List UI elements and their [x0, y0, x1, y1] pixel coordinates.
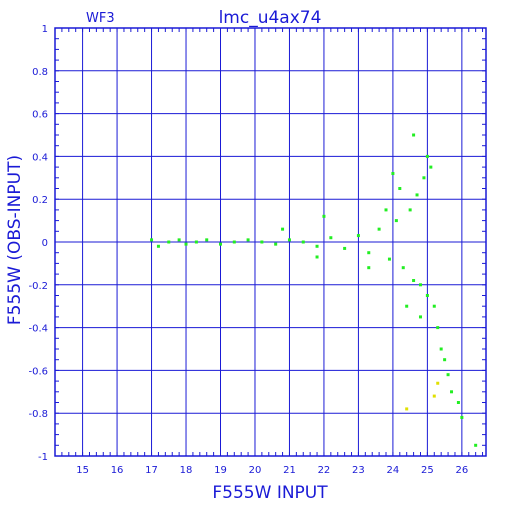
data-point [394, 219, 398, 223]
data-point [436, 326, 440, 330]
data-point [401, 266, 405, 270]
data-point [246, 238, 250, 242]
data-point [398, 187, 402, 190]
x-tick-label: 16 [111, 465, 124, 476]
data-points [150, 133, 478, 447]
y-tick-label: 0.2 [32, 195, 48, 206]
data-point [194, 240, 198, 244]
data-point [287, 238, 291, 242]
y-tick-label: -0.4 [28, 324, 48, 335]
data-point [425, 154, 429, 158]
data-point [418, 283, 422, 287]
data-point [412, 279, 416, 283]
data-point [377, 227, 381, 231]
data-point [405, 304, 409, 308]
data-point [412, 133, 416, 137]
y-tick-label: 0.6 [32, 110, 48, 121]
x-tick-label: 22 [318, 465, 331, 476]
x-tick-label: 25 [421, 465, 434, 476]
data-point [205, 238, 209, 242]
x-axis-ticks: 15 16 17 18 19 20 21 22 23 24 25 26 [54, 28, 484, 476]
data-point [150, 238, 154, 242]
data-point [260, 240, 264, 244]
data-point [367, 251, 371, 255]
data-point [425, 294, 429, 297]
data-point [429, 165, 433, 169]
y-tick-label: 1 [42, 24, 48, 35]
y-tick-label: -1 [38, 452, 48, 463]
x-tick-label: 20 [249, 465, 262, 476]
outlier-point [436, 381, 440, 385]
x-tick-label: 19 [214, 465, 227, 476]
data-point [301, 240, 305, 244]
data-point [184, 242, 188, 246]
data-point [322, 214, 326, 218]
y-tick-label: 0.8 [32, 67, 48, 78]
y-tick-label: -0.6 [28, 366, 48, 377]
data-point [474, 443, 478, 447]
data-point [367, 266, 371, 270]
data-point [415, 193, 419, 197]
data-point [422, 176, 426, 180]
data-point [343, 246, 347, 250]
x-tick-label: 21 [283, 465, 296, 476]
data-point [443, 358, 447, 362]
data-point [281, 227, 285, 231]
data-point [408, 208, 412, 212]
data-point [219, 242, 223, 246]
data-point [387, 257, 391, 261]
data-point [315, 244, 319, 248]
panel-label: WF3 [86, 11, 115, 26]
data-point [391, 172, 395, 176]
data-point [446, 373, 450, 377]
chart-title: lmc_u4ax74 [219, 8, 322, 28]
data-point [315, 255, 319, 259]
data-point [167, 240, 171, 244]
x-tick-label: 17 [145, 465, 158, 476]
outlier-point [405, 407, 409, 411]
data-point [232, 240, 236, 244]
data-point [274, 242, 278, 246]
data-point [156, 244, 160, 248]
y-axis-ticks: -1 -0.8 -0.6 -0.4 -0.2 0 0.2 0.4 0.6 0.8 1 [28, 24, 486, 463]
grid [55, 27, 486, 457]
y-tick-label: -0.8 [28, 409, 48, 420]
data-point [356, 234, 360, 238]
x-tick-label: 15 [76, 465, 89, 476]
x-tick-label: 24 [387, 465, 400, 476]
x-tick-label: 26 [455, 465, 468, 476]
y-tick-label: 0.4 [32, 152, 48, 163]
y-tick-label: 0 [42, 238, 48, 249]
x-axis-label: F555W INPUT [212, 483, 328, 503]
data-point [177, 238, 181, 242]
data-point [432, 304, 436, 308]
data-point [329, 236, 333, 240]
data-point [418, 315, 422, 319]
outlier-point [432, 394, 436, 398]
x-tick-label: 23 [352, 465, 365, 476]
x-tick-label: 18 [180, 465, 193, 476]
y-tick-label: -0.2 [28, 281, 48, 292]
data-point [460, 415, 464, 419]
data-point [384, 208, 388, 212]
data-point [450, 390, 454, 394]
data-point [456, 401, 460, 404]
y-axis-label: F555W (OBS-INPUT) [5, 155, 25, 325]
data-point [439, 347, 443, 351]
